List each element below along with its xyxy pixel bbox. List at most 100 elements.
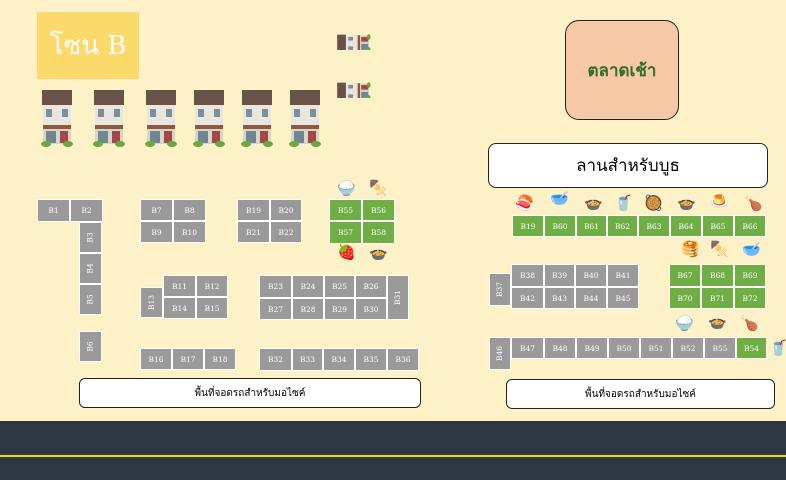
booth-b13[interactable]: B13 (140, 287, 163, 318)
booth-b20[interactable]: B20 (270, 199, 302, 221)
booth-b19[interactable]: B19 (237, 199, 270, 221)
booth-b43[interactable]: B43 (544, 287, 575, 309)
booth-b56[interactable]: B56 (362, 199, 395, 221)
tom-yum-icon: 🍲 (584, 194, 603, 212)
sushi-icon: 🍣 (515, 194, 534, 212)
booth-b25[interactable]: B25 (324, 275, 355, 298)
parking-area-right[interactable]: พื้นที่จอดรถสำหรับมอไซค์ (506, 379, 775, 409)
booth-b55-right[interactable]: B55 (704, 337, 736, 359)
booth-b65[interactable]: B65 (702, 215, 734, 237)
booth-b50[interactable]: B50 (608, 337, 640, 359)
booth-b17[interactable]: B17 (172, 348, 204, 370)
booth-b10[interactable]: B10 (173, 221, 206, 243)
booth-plaza-label: ลานสำหรับบูธ (488, 143, 768, 188)
booth-b52[interactable]: B52 (672, 337, 704, 359)
booth-b36[interactable]: B36 (387, 348, 419, 371)
booth-b12[interactable]: B12 (196, 275, 228, 297)
skewer-icon: 🍢 (369, 179, 388, 197)
booth-b58[interactable]: B58 (362, 221, 395, 244)
booth-b39[interactable]: B39 (544, 264, 575, 287)
house-icon (144, 88, 178, 148)
booth-b34[interactable]: B34 (323, 348, 355, 371)
booth-b22[interactable]: B22 (270, 221, 302, 243)
booth-b69[interactable]: B69 (734, 264, 766, 287)
booth-b7[interactable]: B7 (140, 199, 173, 221)
booth-b63[interactable]: B63 (638, 215, 670, 237)
booth-b11[interactable]: B11 (163, 275, 196, 297)
rice-bowl-icon: 🍚 (337, 179, 356, 197)
booth-b2[interactable]: B2 (70, 199, 103, 222)
tom-yum-icon: 🍲 (677, 194, 696, 212)
booth-b49[interactable]: B49 (576, 337, 608, 359)
booth-b24[interactable]: B24 (292, 275, 324, 298)
booth-b47[interactable]: B47 (511, 337, 544, 359)
booth-b72[interactable]: B72 (734, 287, 766, 309)
parking-area-left[interactable]: พื้นที่จอดรถสำหรับมอไซค์ (79, 378, 421, 408)
booth-b8[interactable]: B8 (173, 199, 206, 221)
booth-b60[interactable]: B60 (544, 215, 576, 237)
booth-b42[interactable]: B42 (511, 287, 544, 309)
tom-yum-icon: 🍲 (708, 313, 727, 331)
booth-b28[interactable]: B28 (292, 298, 324, 320)
chicken-icon: 🍗 (744, 194, 763, 212)
house-icon (336, 10, 398, 50)
booth-b48[interactable]: B48 (544, 337, 576, 359)
booth-b38[interactable]: B38 (511, 264, 544, 287)
rice-bowl-icon: 🍚 (675, 314, 694, 332)
booth-b66[interactable]: B66 (734, 215, 766, 237)
booth-b51[interactable]: B51 (640, 337, 672, 359)
booth-b37[interactable]: B37 (489, 273, 511, 306)
booth-b5[interactable]: B5 (79, 284, 102, 315)
wok-icon: 🥘 (644, 194, 663, 212)
booth-b33[interactable]: B33 (292, 348, 323, 371)
booth-b55[interactable]: B55 (329, 199, 362, 221)
skewer-icon: 🍢 (710, 240, 729, 258)
booth-b26[interactable]: B26 (355, 275, 387, 298)
booth-b1[interactable]: B1 (37, 199, 70, 222)
booth-b68[interactable]: B68 (701, 264, 734, 287)
booth-b18[interactable]: B18 (204, 348, 236, 370)
booth-b6[interactable]: B6 (79, 331, 102, 362)
booth-b30[interactable]: B30 (355, 298, 387, 320)
pancake-icon: 🥞 (681, 240, 700, 258)
chicken-icon: 🍗 (740, 314, 759, 332)
booth-b23[interactable]: B23 (259, 275, 292, 298)
booth-b44[interactable]: B44 (575, 287, 607, 309)
morning-market[interactable]: ตลาดเช้า (565, 20, 679, 120)
booth-b4[interactable]: B4 (79, 253, 102, 284)
road-center-line (0, 455, 786, 457)
booth-b14[interactable]: B14 (163, 297, 196, 319)
booth-b62[interactable]: B62 (607, 215, 638, 237)
house-icon (192, 88, 226, 148)
tom-yum-icon: 🍲 (369, 244, 388, 262)
booth-b41[interactable]: B41 (607, 264, 639, 287)
booth-b70[interactable]: B70 (669, 287, 701, 309)
house-icon (92, 88, 126, 148)
booth-b64[interactable]: B64 (670, 215, 702, 237)
booth-b3[interactable]: B3 (79, 222, 102, 253)
booth-b61[interactable]: B61 (576, 215, 607, 237)
booth-b32[interactable]: B32 (259, 348, 292, 371)
booth-b46[interactable]: B46 (489, 337, 511, 370)
booth-b16[interactable]: B16 (140, 348, 172, 370)
booth-b21[interactable]: B21 (237, 221, 270, 243)
house-icon (40, 88, 74, 148)
booth-b54[interactable]: B54 (736, 337, 767, 359)
zone-label: โซน B (37, 12, 139, 79)
booth-b35[interactable]: B35 (355, 348, 387, 371)
house-icon (240, 88, 274, 148)
booth-b40[interactable]: B40 (575, 264, 607, 287)
road (0, 421, 786, 480)
strawberry-icon: 🍓 (337, 243, 356, 261)
booth-b45[interactable]: B45 (607, 287, 639, 309)
booth-b9[interactable]: B9 (140, 221, 173, 243)
booth-b57[interactable]: B57 (329, 221, 362, 244)
booth-b27[interactable]: B27 (259, 298, 292, 320)
booth-b31[interactable]: B31 (387, 275, 409, 320)
booth-b71[interactable]: B71 (701, 287, 734, 309)
booth-b29[interactable]: B29 (324, 298, 355, 320)
booth-b67[interactable]: B67 (669, 264, 701, 287)
booth-b19-right[interactable]: B19 (512, 215, 544, 237)
booth-b15[interactable]: B15 (196, 297, 228, 319)
house-icon (288, 88, 322, 148)
